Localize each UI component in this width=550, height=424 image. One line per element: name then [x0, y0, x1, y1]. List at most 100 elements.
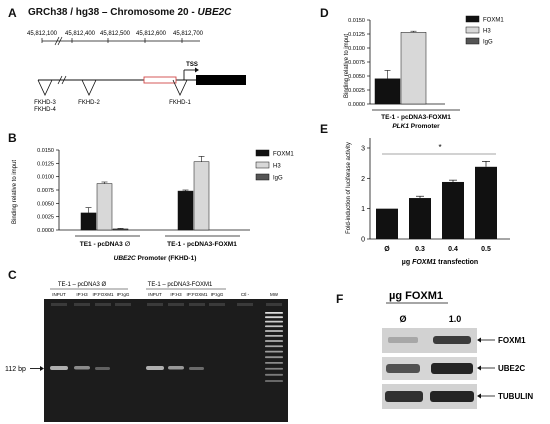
gel-band — [189, 367, 204, 370]
gel-ladder — [265, 312, 283, 382]
ladder-band — [265, 330, 283, 332]
bp-label: 112 bp — [5, 366, 26, 373]
panel-d-ylabel: Binding relative to imput — [344, 34, 350, 98]
bar — [442, 181, 464, 239]
blot-band — [388, 337, 418, 343]
ladder-band — [265, 367, 283, 370]
panel-b-group1-text: TE1 - pcDNA3 — [80, 241, 123, 248]
legend-swatch-h3 — [255, 161, 270, 169]
panel-e-xlabel-rest: transfection — [436, 259, 478, 266]
legend-label-igg: IgG — [483, 40, 493, 46]
gel-lane-label: IP:FOXM1 — [92, 292, 114, 297]
y-tick-label: 0.0125 — [37, 161, 54, 167]
gel-well — [237, 303, 253, 306]
ladder-band — [265, 312, 283, 314]
bar — [376, 208, 398, 239]
ruler-label: 45,812,600 — [136, 31, 167, 37]
gel-group2-label: TE-1 – pcDNA3-FOXM1 — [148, 282, 213, 288]
panel-b-group1-symbol: ∅ — [125, 241, 131, 248]
y-tick-label: 0.0125 — [348, 32, 365, 38]
bar — [112, 228, 129, 231]
gel-group1-label: TE-1 – pcDNA3 Ø — [58, 282, 107, 288]
gene-break — [61, 75, 67, 85]
fkhd-2-label: FKHD-2 — [78, 100, 100, 106]
y-tick-label: 0.0025 — [37, 215, 54, 221]
blot-arrow-head — [477, 365, 481, 371]
fkhd-1-label: FKHD-1 — [169, 100, 191, 106]
panel-a-title-gene: UBE2C — [197, 7, 232, 18]
gel-well — [168, 303, 184, 306]
fkhd-4-label: FKHD-4 — [34, 107, 56, 113]
panel-e-xlabel: µg FOXM1 transfection — [402, 259, 478, 266]
gel-lane-label: INPUT — [52, 292, 66, 297]
bar — [475, 166, 497, 239]
ruler-label: 45,812,100 — [27, 31, 58, 37]
gel-image — [44, 299, 288, 422]
ladder-band — [265, 380, 283, 382]
gel-band — [146, 366, 164, 370]
fkhd-wedge — [81, 79, 97, 96]
legend-label-h3: H3 — [273, 164, 281, 170]
panel-f-label: F — [336, 292, 344, 306]
gel-band — [95, 367, 110, 370]
x-tick-label: 0.4 — [448, 246, 458, 253]
panel-e-label: E — [320, 122, 329, 136]
ladder-band — [265, 362, 283, 364]
ladder-band — [265, 373, 283, 376]
bar — [96, 183, 113, 231]
panel-e-ticks: 3 2 1 0 — [361, 146, 370, 244]
blot-title: µg FOXM1 — [389, 290, 443, 302]
exon-block — [196, 75, 246, 85]
panel-b-group2-label: TE-1 - pcDNA3-FOXM1 — [167, 241, 237, 248]
panel-c-label: C — [8, 268, 17, 282]
ladder-band — [265, 340, 283, 342]
gel-lane-label: MW — [270, 292, 279, 297]
y-tick-label: 0.0000 — [348, 102, 365, 108]
blot-band — [433, 336, 471, 344]
y-tick-label: 3 — [361, 146, 365, 153]
ladder-band — [265, 335, 283, 337]
panel-d-ticks: 0.0150 0.0125 0.0100 0.0075 0.0050 0.0025 0.00… — [348, 18, 370, 108]
legend-label-h3: H3 — [483, 29, 491, 35]
legend-swatch-igg — [255, 173, 270, 181]
bp-arrow-head — [40, 366, 44, 371]
legend-swatch-foxm1 — [465, 15, 480, 23]
x-tick-label: 0.5 — [481, 246, 491, 253]
ladder-band — [265, 316, 283, 319]
panel-d-group-label: TE-1 - pcDNA3-FOXM1 — [381, 114, 451, 121]
ladder-band — [265, 356, 283, 359]
y-tick-label: 0.0050 — [348, 74, 365, 80]
panel-b-bars — [80, 156, 210, 231]
blot-band — [431, 363, 473, 374]
gel-lane-label: IP:H3 — [170, 292, 182, 297]
fkhd-3-label: FKHD-3 — [34, 100, 56, 106]
legend-swatch-h3 — [465, 26, 480, 34]
ladder-band — [265, 320, 283, 323]
gel-lane-label: IP:FOXM1 — [186, 292, 208, 297]
y-tick-label: 0.0025 — [348, 88, 365, 94]
panel-b-group1-label: TE1 - pcDNA3 ∅ — [80, 241, 131, 248]
gel-well — [189, 303, 205, 306]
gene-break — [57, 75, 63, 85]
panel-d-chart: Binding relative to imput 0.01500.01250.… — [344, 15, 504, 130]
ladder-band — [265, 350, 283, 353]
panel-d-label: D — [320, 6, 329, 20]
panel-e-bars: Ø 0.3 0.4 0.5 — [376, 160, 497, 253]
tss-arrow-head — [195, 67, 199, 73]
gel-lane-labels: INPUT IP:H3 IP:FOXM1 IP:IgG INPUT IP:H3 IP:FOX… — [52, 292, 278, 297]
ruler-label: 45,812,700 — [173, 31, 204, 37]
panel-b-xlabel: UBE2C Promoter (FKHD-1) — [114, 255, 197, 262]
panel-c-gel-figure: TE-1 – pcDNA3 Ø TE-1 – pcDNA3-FOXM1 INPU… — [5, 282, 288, 422]
blot-band — [430, 391, 474, 402]
gel-wells — [51, 303, 282, 306]
panel-f-blot-figure: µg FOXM1 Ø 1.0 FOXM1 UBE2C TUBULIN — [382, 290, 533, 409]
bar — [409, 198, 431, 239]
blot-row-label: UBE2C — [498, 364, 525, 373]
panel-d-xlabel-rest: Promoter — [409, 123, 440, 130]
significance-star: * — [438, 143, 441, 152]
ruler-break — [54, 36, 60, 46]
panel-e-xlabel-prefix: µg — [402, 259, 412, 266]
promoter-region-box — [143, 76, 177, 84]
x-tick-label: 0.3 — [415, 246, 425, 253]
y-tick-label: 0.0100 — [37, 175, 54, 181]
